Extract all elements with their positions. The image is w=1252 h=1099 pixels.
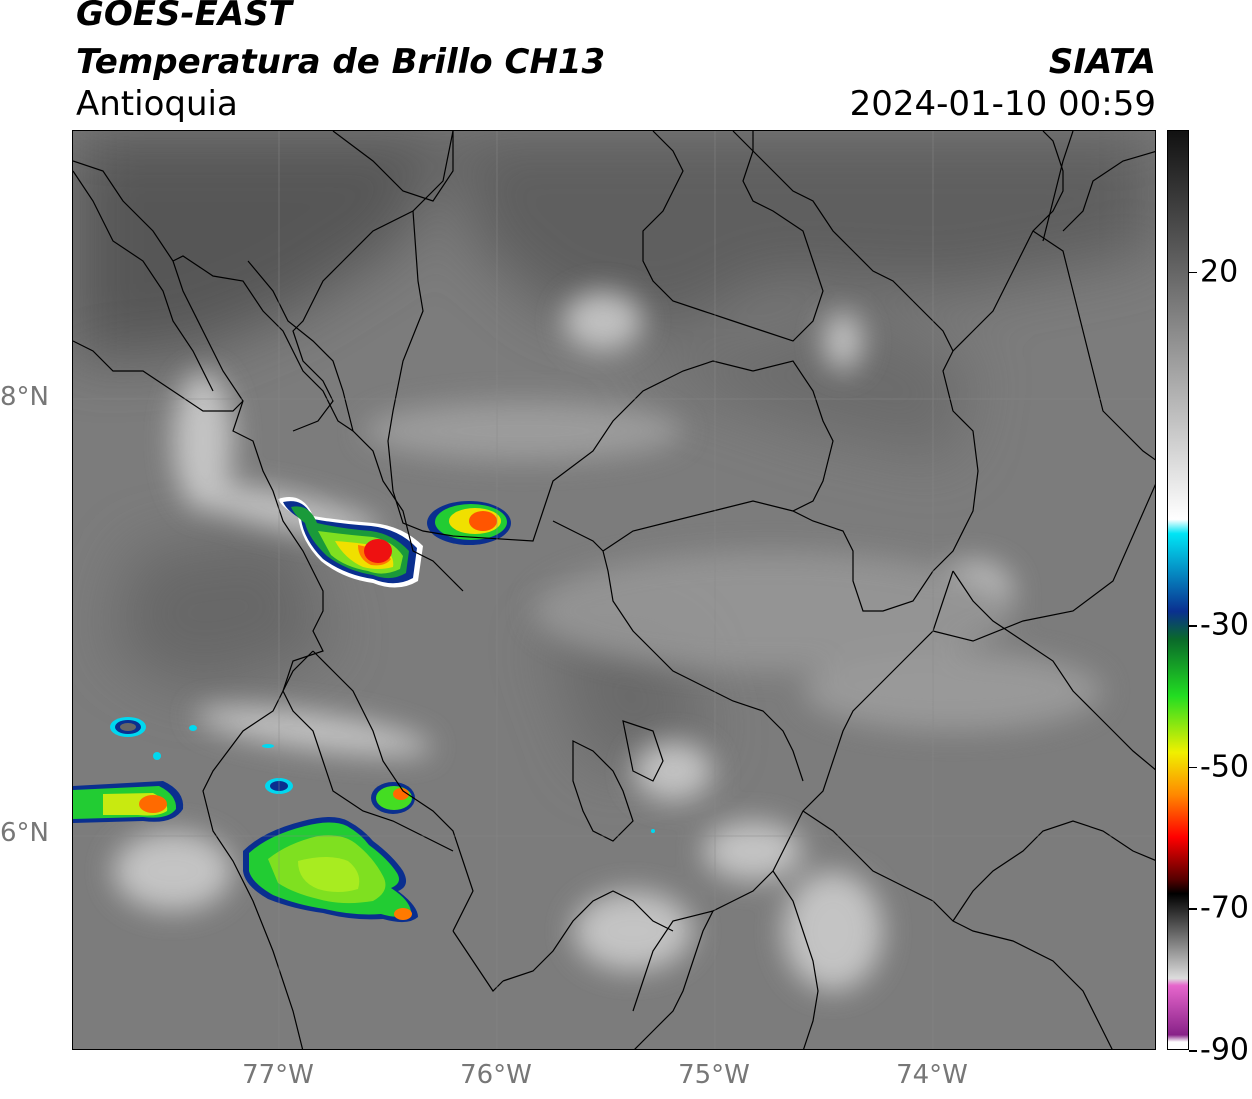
product-title: Temperatura de Brillo CH13 <box>76 42 606 82</box>
organization-label: SIATA <box>1048 42 1156 82</box>
colorbar-tick-mark <box>1189 908 1197 910</box>
colorbar-tick-label: -90 <box>1200 1032 1249 1068</box>
region-title: Antioquia <box>76 84 238 124</box>
colorbar <box>1167 130 1189 1050</box>
colorbar-tick-mark <box>1189 1050 1197 1052</box>
colorbar-tick-label: -70 <box>1200 890 1249 926</box>
lon-label-76w: 76°W <box>460 1060 532 1090</box>
lat-label-6n: 6°N <box>0 818 49 848</box>
map-canvas <box>73 131 1155 1049</box>
lon-label-77w: 77°W <box>242 1060 314 1090</box>
convective-cells <box>73 497 655 923</box>
colorbar-tick-label: 20 <box>1200 254 1239 290</box>
satellite-map <box>72 130 1156 1050</box>
colorbar-tick-label: -50 <box>1200 749 1249 785</box>
boundaries <box>73 131 1155 1049</box>
light-cloud-streaks <box>113 291 1103 991</box>
lon-label-74w: 74°W <box>896 1060 968 1090</box>
colorbar-tick-label: -30 <box>1200 607 1249 643</box>
satellite-title: GOES-EAST <box>76 0 292 34</box>
lat-label-8n: 8°N <box>0 382 49 412</box>
colorbar-tick-mark <box>1189 271 1197 274</box>
timestamp-label: 2024-01-10 00:59 <box>849 84 1156 124</box>
dark-regions <box>73 131 1155 771</box>
lon-label-75w: 75°W <box>678 1060 750 1090</box>
colorbar-tick-mark <box>1189 766 1197 769</box>
gridlines <box>73 131 1155 1049</box>
colorbar-tick-mark <box>1189 625 1197 627</box>
